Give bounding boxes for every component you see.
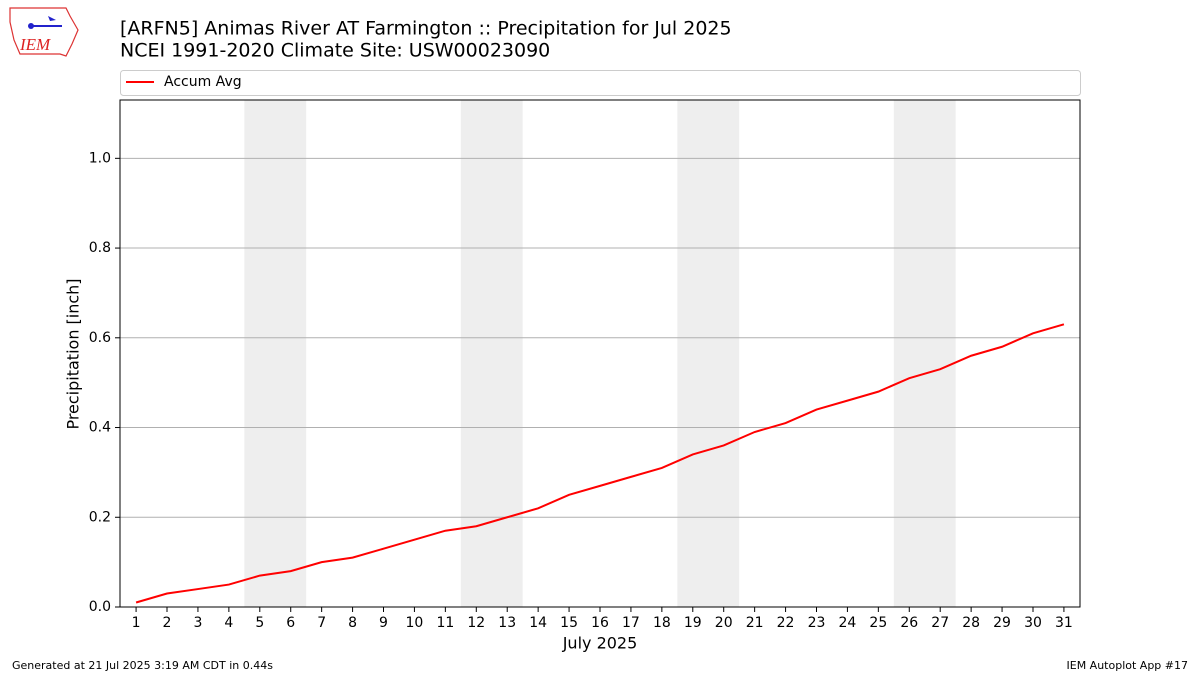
x-tick-label: 4 — [224, 615, 233, 631]
x-tick-label: 24 — [839, 615, 857, 631]
weekend-shade — [460, 100, 523, 607]
x-tick-label: 14 — [529, 615, 547, 631]
footer-right: IEM Autoplot App #17 — [1067, 659, 1189, 672]
x-tick-label: 7 — [317, 615, 326, 631]
x-tick-label: 26 — [900, 615, 918, 631]
weekend-shade — [677, 100, 740, 607]
y-tick-label: 1.0 — [89, 150, 111, 166]
chart-title: [ARFN5] Animas River AT Farmington :: Pr… — [120, 18, 732, 40]
x-tick-label: 27 — [931, 615, 949, 631]
x-axis-label: July 2025 — [562, 634, 638, 653]
x-tick-label: 1 — [132, 615, 141, 631]
x-tick-label: 8 — [348, 615, 357, 631]
x-tick-label: 29 — [993, 615, 1011, 631]
legend-box — [120, 70, 1081, 96]
x-tick-label: 23 — [808, 615, 826, 631]
logo: IEM — [9, 7, 79, 57]
weekend-shade — [893, 100, 956, 607]
y-tick-label: 0.0 — [89, 599, 111, 615]
legend-label: Accum Avg — [164, 74, 242, 90]
x-tick-label: 19 — [684, 615, 702, 631]
x-tick-label: 22 — [777, 615, 795, 631]
logo-icon — [48, 16, 56, 21]
plot-frame — [119, 99, 1081, 608]
chart-subtitle: NCEI 1991-2020 Climate Site: USW00023090 — [120, 40, 550, 62]
x-tick-label: 31 — [1055, 615, 1073, 631]
x-tick-label: 13 — [498, 615, 516, 631]
plot-area: 0.00.20.40.60.81.01 2 3 4 5 6 7 8 9 10 11 12 13 14 15 1… — [89, 99, 1081, 631]
footer-left: Generated at 21 Jul 2025 3:19 AM CDT in … — [12, 659, 273, 672]
y-tick-label: 0.8 — [89, 240, 111, 256]
x-tick-label: 25 — [869, 615, 887, 631]
x-tick-label: 5 — [255, 615, 264, 631]
x-tick-label: 15 — [560, 615, 578, 631]
x-tick-label: 30 — [1024, 615, 1042, 631]
y-tick-label: 0.2 — [89, 509, 111, 525]
x-tick-label: 12 — [467, 615, 485, 631]
y-axis-label: Precipitation [inch] — [64, 278, 83, 429]
x-tick-label: 17 — [622, 615, 640, 631]
x-tick-label: 2 — [163, 615, 172, 631]
logo-outline — [9, 7, 79, 57]
logo-icon — [28, 23, 34, 29]
y-tick-label: 0.6 — [89, 330, 111, 346]
x-tick-label: 10 — [406, 615, 424, 631]
x-tick-label: 6 — [286, 615, 295, 631]
x-tick-label: 21 — [746, 615, 764, 631]
logo-text: IEM — [19, 35, 51, 54]
x-tick-label: 3 — [193, 615, 202, 631]
x-tick-label: 18 — [653, 615, 671, 631]
data-line — [135, 323, 1065, 604]
weekend-shade — [244, 100, 307, 607]
x-tick-label: 11 — [436, 615, 454, 631]
y-tick-label: 0.4 — [89, 420, 111, 436]
x-tick-label: 9 — [379, 615, 388, 631]
x-tick-label: 20 — [715, 615, 733, 631]
x-tick-label: 28 — [962, 615, 980, 631]
x-tick-label: 16 — [591, 615, 609, 631]
